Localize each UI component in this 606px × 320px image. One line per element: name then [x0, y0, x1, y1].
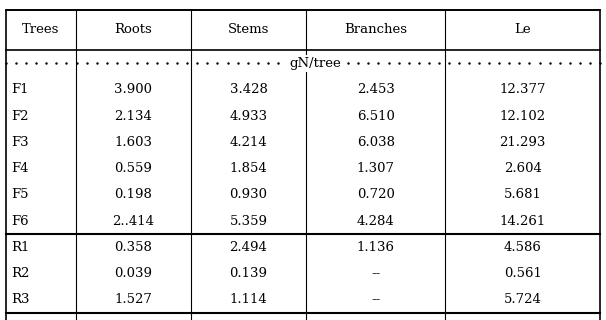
Text: gN/tree: gN/tree: [289, 57, 341, 70]
Text: 2..414: 2..414: [112, 215, 155, 228]
Text: 6.510: 6.510: [357, 110, 395, 123]
Text: Roots: Roots: [115, 23, 152, 36]
Text: 1.307: 1.307: [357, 162, 395, 175]
Text: 3.900: 3.900: [115, 84, 152, 96]
Text: 1.136: 1.136: [357, 241, 395, 254]
Text: 4.586: 4.586: [504, 241, 542, 254]
Text: 4.933: 4.933: [230, 110, 267, 123]
Text: 2.494: 2.494: [230, 241, 267, 254]
Text: 0.198: 0.198: [115, 188, 152, 201]
Text: 3.428: 3.428: [230, 84, 267, 96]
Text: Trees: Trees: [22, 23, 59, 36]
Text: 2.134: 2.134: [115, 110, 152, 123]
Text: Stems: Stems: [228, 23, 269, 36]
Text: 0.358: 0.358: [115, 241, 152, 254]
Text: 5.681: 5.681: [504, 188, 542, 201]
Text: F2: F2: [11, 110, 28, 123]
Text: F6: F6: [11, 215, 28, 228]
Text: 4.284: 4.284: [357, 215, 395, 228]
Text: F4: F4: [11, 162, 28, 175]
Text: 0.720: 0.720: [357, 188, 395, 201]
Text: --: --: [371, 293, 381, 306]
Text: R1: R1: [11, 241, 29, 254]
Text: 2.453: 2.453: [357, 84, 395, 96]
Text: 2.604: 2.604: [504, 162, 542, 175]
Text: 1.114: 1.114: [230, 293, 267, 306]
Text: Branches: Branches: [344, 23, 407, 36]
Text: F5: F5: [11, 188, 28, 201]
Text: R2: R2: [11, 267, 29, 280]
Text: 5.724: 5.724: [504, 293, 542, 306]
Text: --: --: [371, 267, 381, 280]
Text: F3: F3: [11, 136, 28, 149]
Text: 0.039: 0.039: [115, 267, 152, 280]
Text: R3: R3: [11, 293, 30, 306]
Text: 5.359: 5.359: [230, 215, 267, 228]
Text: 6.038: 6.038: [357, 136, 395, 149]
Text: 12.102: 12.102: [499, 110, 546, 123]
Text: 1.527: 1.527: [115, 293, 152, 306]
Text: 4.214: 4.214: [230, 136, 267, 149]
Text: F1: F1: [11, 84, 28, 96]
Text: 0.930: 0.930: [230, 188, 267, 201]
Text: 1.854: 1.854: [230, 162, 267, 175]
Text: Le: Le: [514, 23, 531, 36]
Text: 1.603: 1.603: [115, 136, 152, 149]
Text: 0.139: 0.139: [230, 267, 267, 280]
Text: 0.559: 0.559: [115, 162, 152, 175]
Text: 21.293: 21.293: [499, 136, 546, 149]
Text: 12.377: 12.377: [499, 84, 546, 96]
Text: 14.261: 14.261: [499, 215, 546, 228]
Text: 0.561: 0.561: [504, 267, 542, 280]
